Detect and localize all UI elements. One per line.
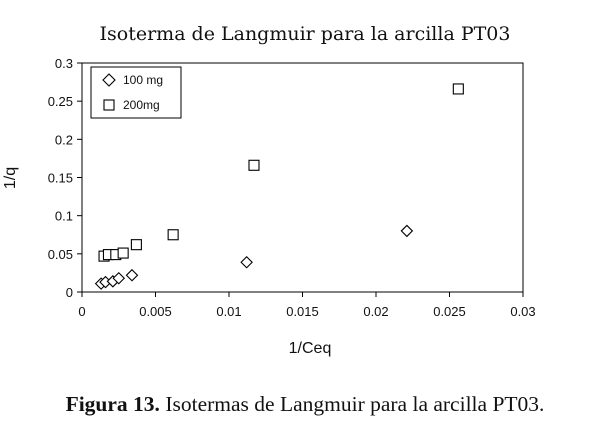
point-200mg	[248, 159, 260, 171]
x-tick-label: 0.015	[286, 304, 319, 319]
figure-caption: Figura 13. Isotermas de Langmuir para la…	[0, 392, 610, 417]
x-tick-label: 0.005	[139, 304, 172, 319]
y-tick-label: 0.05	[48, 247, 73, 262]
legend-label-100mg: 100 mg	[123, 73, 163, 87]
y-tick-label: 0.3	[55, 56, 73, 71]
x-axis: 0 0.005 0.01 0.015 0.02 0.025 0.03	[78, 292, 536, 319]
legend-label-200mg: 200mg	[123, 98, 160, 112]
point-200mg	[167, 229, 179, 241]
legend: 100 mg 200mg	[90, 66, 182, 119]
chart-title: Isoterma de Langmuir para la arcilla PT0…	[100, 23, 511, 45]
legend-square-marker	[103, 99, 115, 111]
y-tick-label: 0.25	[48, 94, 73, 109]
y-tick-label: 0.1	[55, 209, 73, 224]
point-100mg	[112, 271, 126, 285]
x-tick-label: 0.03	[510, 304, 535, 319]
x-axis-label: 1/Ceq	[289, 340, 332, 357]
caption-text: Isotermas de Langmuir para la arcilla PT…	[159, 392, 545, 416]
y-axis: 0 0.05 0.1 0.15 0.2 0.25 0.3	[48, 56, 82, 300]
point-200mg	[117, 247, 129, 259]
point-200mg	[452, 83, 464, 95]
point-100mg	[240, 255, 253, 269]
y-tick-label: 0.2	[55, 132, 73, 147]
x-tick-label: 0.02	[363, 304, 388, 319]
point-100mg	[125, 268, 139, 282]
x-tick-label: 0.01	[216, 304, 241, 319]
point-200mg	[130, 239, 142, 251]
data-markers	[94, 83, 464, 290]
legend-diamond-marker	[102, 73, 116, 87]
y-tick-label: 0.15	[48, 171, 73, 186]
x-tick-label: 0.025	[433, 304, 466, 319]
point-100mg	[400, 224, 414, 238]
y-axis-label: 1/q	[2, 167, 19, 189]
x-tick-label: 0	[78, 304, 85, 319]
caption-label: Figura 13.	[65, 392, 160, 416]
y-tick-label: 0	[66, 285, 73, 300]
